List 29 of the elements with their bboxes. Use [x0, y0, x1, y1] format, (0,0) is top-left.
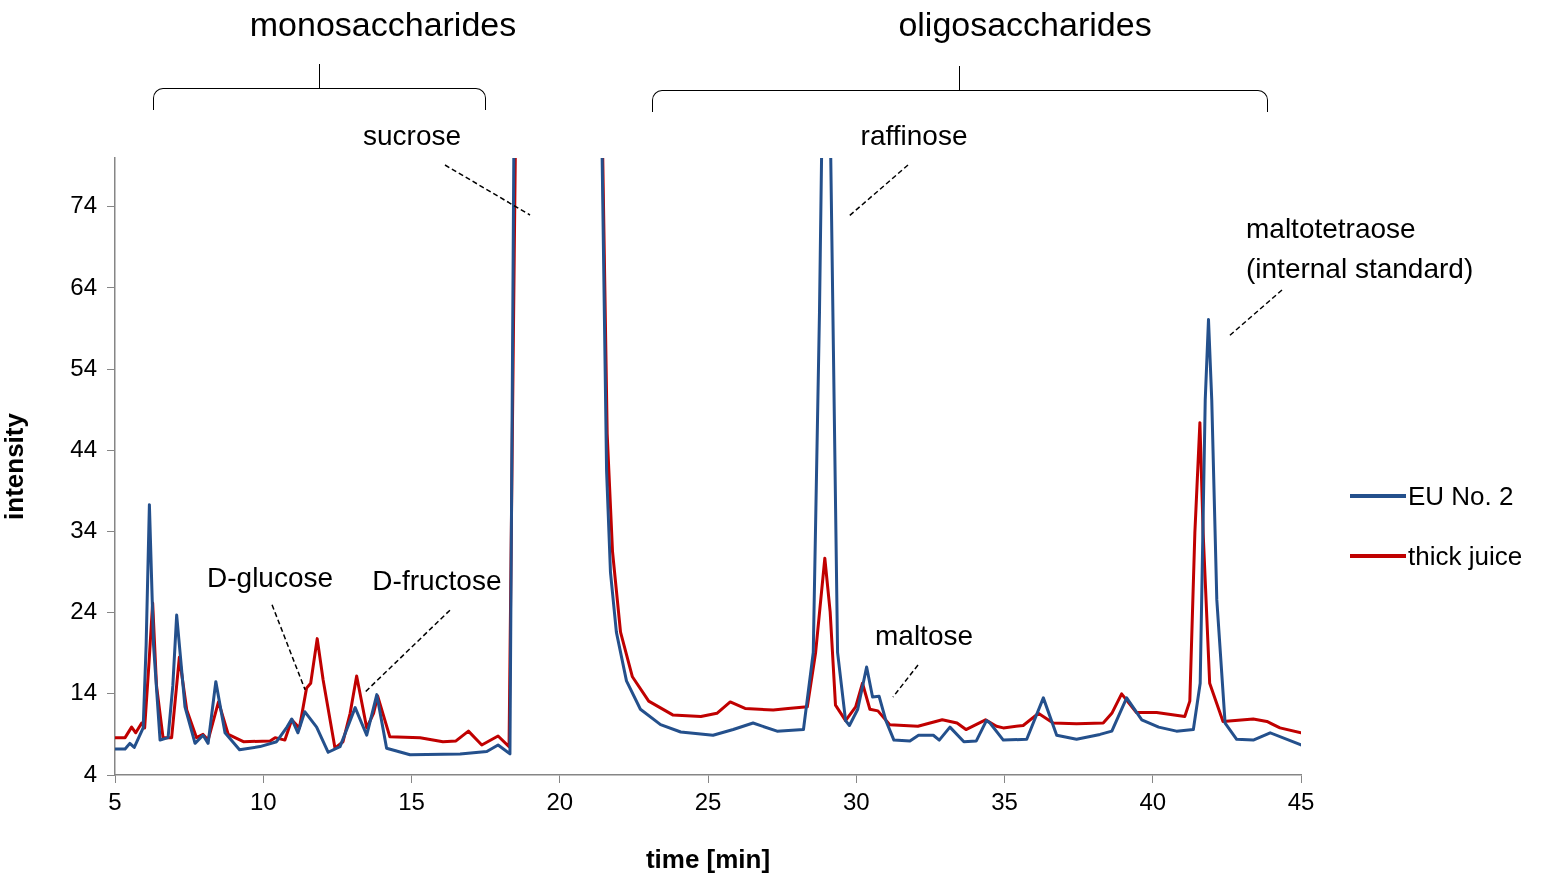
x-tick-label: 25	[694, 788, 722, 816]
legend-label: EU No. 2	[1408, 480, 1514, 512]
x-tick-label: 30	[842, 788, 870, 816]
text: monosaccharides	[249, 5, 517, 44]
annotation: D-glucose	[207, 562, 334, 594]
x-tick-label: 20	[546, 788, 574, 816]
y-tick-label: 44	[70, 434, 97, 462]
text: raffinose	[860, 119, 968, 151]
x-tick-label: 40	[1139, 788, 1167, 816]
x-tick-label: 15	[398, 788, 425, 816]
y-axis-title: intensity	[0, 412, 29, 520]
y-tick-label: 24	[70, 597, 97, 625]
text: oligosaccharides	[898, 5, 1152, 44]
y-tick-label: 14	[70, 678, 97, 706]
y-tick-label: 4	[83, 759, 97, 787]
annotation: D-fructose	[372, 564, 502, 596]
x-tick-label: 10	[249, 788, 277, 816]
annotation: maltotetraose (internal standard)	[1246, 212, 1474, 284]
x-tick-label: 5	[108, 788, 122, 816]
y-tick-label: 54	[70, 353, 97, 381]
y-tick-label: 64	[70, 272, 97, 300]
text: sucrose	[362, 119, 462, 151]
x-tick-label: 45	[1287, 788, 1315, 816]
x-axis-title: time [min]	[645, 843, 771, 874]
annotation: maltose	[874, 619, 974, 651]
x-tick-label: 35	[991, 788, 1018, 816]
legend-label: thick juice	[1408, 540, 1523, 572]
y-tick-label: 74	[70, 191, 97, 219]
y-tick-label: 34	[70, 516, 97, 544]
